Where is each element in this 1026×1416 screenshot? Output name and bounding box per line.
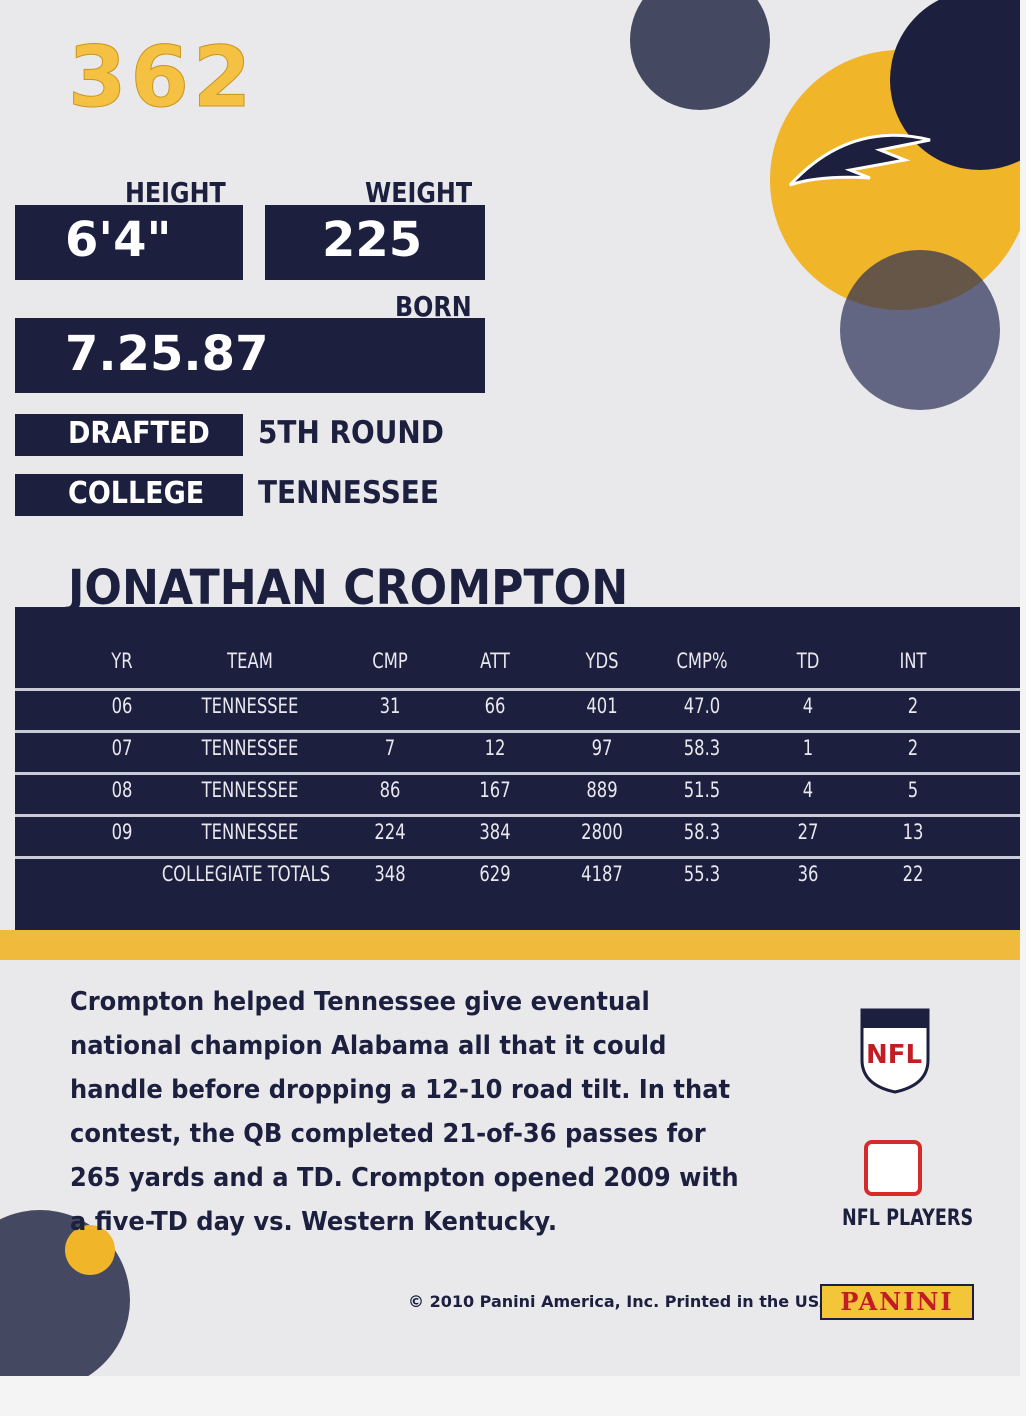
card-back: 362 HEIGHT 6'4" WEIGHT 225 BORN 7.25.87 …	[0, 0, 1020, 1376]
stat-cell: 2	[907, 694, 919, 718]
stat-cell: 12	[484, 736, 506, 760]
player-name: JONATHAN CROMPTON	[68, 560, 629, 616]
born-label: BORN	[395, 290, 472, 323]
row-separator	[15, 730, 1020, 733]
stat-cell: 47.0	[683, 694, 721, 718]
bio-text: Crompton helped Tennessee give eventual …	[70, 987, 739, 1237]
totals-cell: 4187	[581, 862, 623, 886]
background-art	[0, 0, 1020, 1376]
totals-cell: 36	[797, 862, 819, 886]
nfl-logo-text: NFL	[866, 1040, 923, 1070]
born-value: 7.25.87	[65, 326, 269, 382]
stat-cell: 401	[586, 694, 618, 718]
column-header: CMP%	[676, 649, 728, 673]
stat-cell: 66	[484, 694, 506, 718]
column-header: CMP	[372, 649, 408, 673]
stat-cell: 06	[111, 694, 133, 718]
row-separator	[15, 856, 1020, 859]
stat-cell: 2	[907, 736, 919, 760]
paint-splash	[840, 250, 1000, 410]
stat-cell: 58.3	[683, 736, 721, 760]
team-logo	[788, 133, 931, 187]
weight-value: 225	[322, 212, 423, 268]
paint-splash	[630, 0, 770, 110]
stat-cell: TENNESSEE	[201, 694, 299, 718]
column-header: YR	[111, 649, 133, 673]
copyright: © 2010 Panini America, Inc. Printed in t…	[408, 1292, 838, 1311]
height-value: 6'4"	[65, 212, 172, 268]
stat-cell: 13	[902, 820, 924, 844]
totals-label: COLLEGIATE TOTALS	[161, 862, 331, 886]
stat-cell: 2800	[581, 820, 623, 844]
column-header: ATT	[480, 649, 510, 673]
stat-cell: TENNESSEE	[201, 778, 299, 802]
brand-logo: PANINI	[820, 1284, 974, 1320]
nfl-players-text: NFL PLAYERS	[842, 1206, 974, 1231]
paint-splash	[890, 0, 1020, 170]
stat-cell: 08	[111, 778, 133, 802]
stat-cell: 4	[802, 778, 814, 802]
stat-cell: 27	[797, 820, 819, 844]
stat-cell: 5	[907, 778, 919, 802]
drafted-box	[15, 414, 243, 456]
stat-cell: 51.5	[683, 778, 721, 802]
nfl-shield	[860, 1008, 930, 1094]
totals-cell: 629	[479, 862, 511, 886]
nfl-players-logo	[864, 1140, 922, 1196]
height-label: HEIGHT	[125, 176, 226, 209]
column-header: TEAM	[227, 649, 273, 673]
stat-cell: 889	[586, 778, 618, 802]
card-number: 362	[67, 28, 256, 127]
stat-cell: 58.3	[683, 820, 721, 844]
born-box	[15, 318, 485, 393]
height-box	[15, 205, 243, 280]
row-separator	[15, 814, 1020, 817]
totals-cell: 55.3	[683, 862, 721, 886]
totals-cell: 348	[374, 862, 406, 886]
column-header: YDS	[585, 649, 619, 673]
row-separator	[15, 772, 1020, 775]
stat-cell: 4	[802, 694, 814, 718]
column-header: INT	[899, 649, 927, 673]
stat-cell: 31	[379, 694, 401, 718]
row-separator	[15, 688, 1020, 691]
stat-cell: 224	[374, 820, 406, 844]
stat-cell: 07	[111, 736, 133, 760]
gold-band	[0, 930, 1020, 960]
stat-cell: 97	[591, 736, 613, 760]
nfl-shield-top	[862, 1010, 928, 1028]
weight-label: WEIGHT	[365, 176, 473, 209]
stat-cell: 384	[479, 820, 511, 844]
college-label: COLLEGE	[68, 476, 205, 511]
stat-cell: 86	[379, 778, 401, 802]
paint-splash	[65, 1225, 115, 1275]
drafted-label: DRAFTED	[68, 416, 210, 451]
stat-cell: 1	[802, 736, 814, 760]
totals-cell: 22	[902, 862, 924, 886]
drafted-value: 5TH ROUND	[258, 415, 444, 451]
stat-cell: 7	[384, 736, 396, 760]
column-header: TD	[796, 649, 820, 673]
stat-cell: TENNESSEE	[201, 820, 299, 844]
college-value: TENNESSEE	[258, 475, 439, 511]
stats-table: YR TEAM CMP ATT YDS CMP% TD INT 06 TENNESSEE 31 66 4…	[15, 607, 1020, 930]
weight-box	[265, 205, 485, 280]
stat-cell: 09	[111, 820, 133, 844]
college-box	[15, 474, 243, 516]
stat-cell: 167	[479, 778, 511, 802]
stat-cell: TENNESSEE	[201, 736, 299, 760]
